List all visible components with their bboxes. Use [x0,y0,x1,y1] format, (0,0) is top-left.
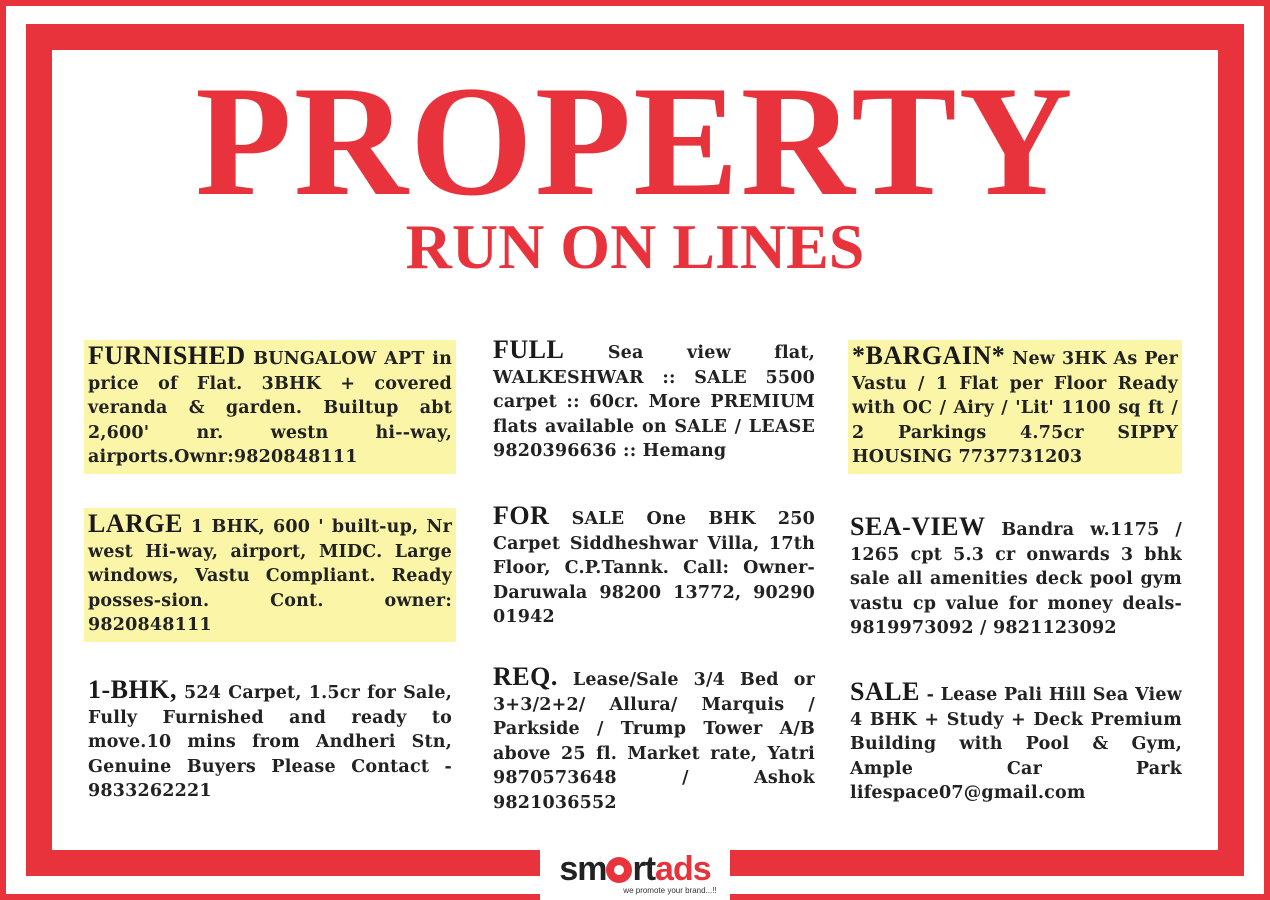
ad-heading: 1-BHK, [88,675,177,704]
ad-heading: SEA-VIEW [850,512,986,541]
page-title: PROPERTY [195,54,1075,229]
ad-body: Bandra w.1175 / 1265 cpt 5.3 cr onwards … [850,520,1182,638]
ad-body: Sea view flat, WALKESHWAR :: SALE 5500 c… [493,343,815,461]
ad-body: SALE One BHK 250 Carpet Siddheshwar Vill… [493,509,815,627]
ad-sea-view: SEA-VIEW Bandra w.1175 / 1265 cpt 5.3 cr… [850,512,1182,641]
ad-for-sale: FOR SALE One BHK 250 Carpet Siddheshwar … [493,501,815,630]
ad-heading: FOR [493,501,550,530]
ad-body: BUNGALOW APT in price of Flat. 3BHK + co… [88,349,453,467]
ad-req: REQ. Lease/Sale 3/4 Bed or 3+3/2+2/ Allu… [493,662,815,815]
smartads-logo: sm rtads we promote your brand...!! [540,846,730,900]
ad-heading: LARGE [88,509,183,538]
ad-body: - Lease Pali Hill Sea View 4 BHK + Study… [850,685,1182,803]
ad-body: New 3HK As Per Vastu / 1 Flat per Floor … [852,349,1178,467]
ad-body: 524 Carpet, 1.5cr for Sale, Fully Furnis… [88,683,452,801]
ad-body: Lease/Sale 3/4 Bed or 3+3/2+2/ Allura/ M… [493,670,815,813]
film-reel-icon [606,856,633,883]
ad-sale-pali-hill: SALE - Lease Pali Hill Sea View 4 BHK + … [850,677,1182,806]
ad-large: LARGE 1 BHK, 600 ' built-up, Nr west Hi-… [84,508,456,642]
ad-heading: REQ. [493,662,558,691]
ad-heading: FURNISHED [88,341,246,370]
ad-furnished: FURNISHED BUNGALOW APT in price of Flat.… [84,340,456,474]
page-subtitle: RUN ON LINES [405,211,865,282]
ad-full: FULL Sea view flat, WALKESHWAR :: SALE 5… [493,335,815,464]
ad-heading: SALE [850,677,920,706]
ad-heading: FULL [493,335,565,364]
logo-tagline: we promote your brand...!! [623,885,717,895]
ad-body: 1 BHK, 600 ' built-up, Nr west Hi-way, a… [88,517,452,635]
ad-heading: *BARGAIN* [852,341,1006,370]
ad-bargain: *BARGAIN* New 3HK As Per Vastu / 1 Flat … [848,340,1182,474]
ad-1bhk: 1-BHK, 524 Carpet, 1.5cr for Sale, Fully… [88,675,452,804]
